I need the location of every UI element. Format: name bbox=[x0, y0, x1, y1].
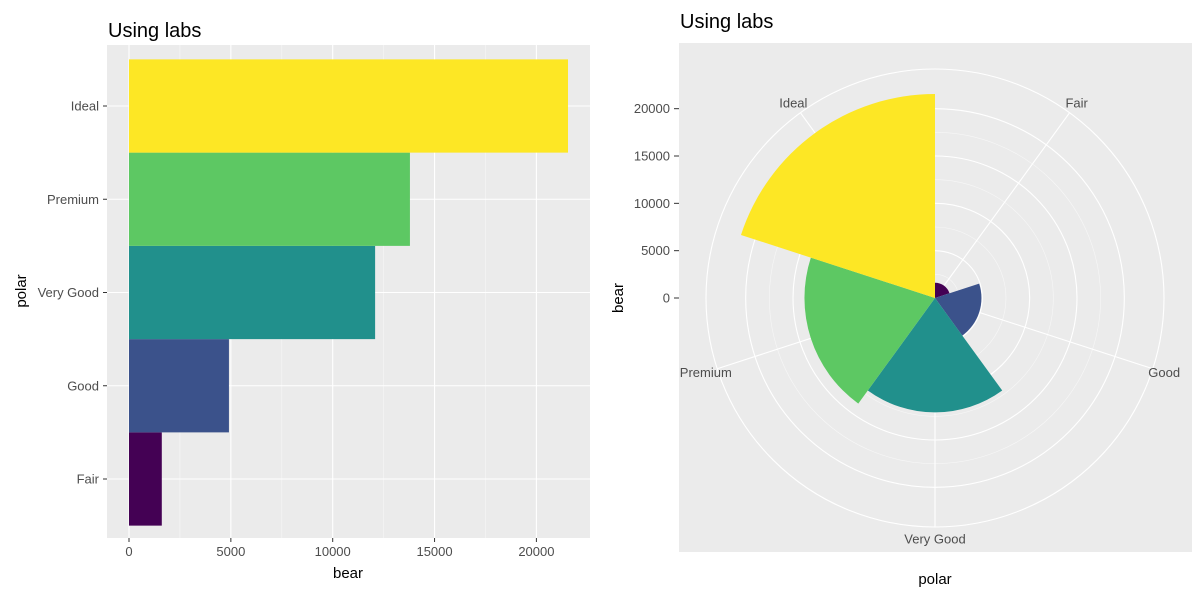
polar-category-label: Premium bbox=[680, 365, 732, 380]
polar-radial-tick-label: 10000 bbox=[634, 196, 670, 211]
polar-wedge-premium bbox=[804, 257, 935, 404]
polar-wedge-fair bbox=[935, 282, 950, 298]
bar-fair bbox=[129, 432, 162, 526]
bar-x-tick-label: 5000 bbox=[216, 544, 245, 559]
polar-wedge-ideal bbox=[740, 94, 935, 298]
bar-good bbox=[129, 339, 229, 433]
bar-x-tick-label: 0 bbox=[125, 544, 132, 559]
bar-y-tick-label: Premium bbox=[47, 192, 99, 207]
polar-chart-title: Using labs bbox=[680, 11, 773, 33]
polar-category-label: Ideal bbox=[779, 96, 807, 111]
bar-x-tick-label: 20000 bbox=[518, 544, 554, 559]
polar-category-labels: Fair Good Very Good Premium Ideal bbox=[680, 96, 1180, 547]
polar-category-label: Fair bbox=[1065, 96, 1088, 111]
polar-radial-tick-label: 5000 bbox=[641, 243, 670, 258]
bar-ideal bbox=[129, 59, 568, 153]
polar-y-axis-title: bear bbox=[610, 283, 627, 313]
polar-radial-axis: 0 5000 10000 15000 20000 bbox=[634, 101, 679, 306]
bar-bars bbox=[129, 59, 568, 526]
polar-category-label: Very Good bbox=[904, 532, 965, 547]
polar-chart: Using labs Fair Good Very Good Premium Ideal… bbox=[610, 11, 1192, 588]
polar-spoke bbox=[934, 112, 1071, 299]
bar-y-tick-label: Ideal bbox=[71, 99, 99, 114]
polar-category-label: Good bbox=[1148, 365, 1180, 380]
bar-y-axis-title: polar bbox=[13, 274, 30, 307]
bar-y-tick-label: Fair bbox=[77, 472, 100, 487]
bar-x-tick-label: 10000 bbox=[315, 544, 351, 559]
bar-chart-title: Using labs bbox=[108, 20, 201, 42]
bar-x-axis: 0 5000 10000 15000 20000 bbox=[125, 538, 554, 559]
polar-wedge-good bbox=[935, 283, 982, 336]
bar-premium bbox=[129, 152, 410, 246]
bar-very-good bbox=[129, 245, 376, 340]
bar-y-tick-label: Very Good bbox=[38, 285, 99, 300]
polar-wedges bbox=[740, 94, 1003, 413]
bar-y-axis: Fair Good Very Good Premium Ideal bbox=[38, 99, 107, 487]
bar-y-tick-label: Good bbox=[67, 378, 99, 393]
polar-radial-tick-label: 20000 bbox=[634, 101, 670, 116]
polar-x-axis-title: polar bbox=[918, 571, 951, 588]
bar-chart: Using labs 0 5000 10000 15000 20000 Fair Good… bbox=[13, 20, 590, 582]
polar-radial-tick-label: 0 bbox=[663, 291, 670, 306]
polar-radial-tick-label: 15000 bbox=[634, 149, 670, 164]
polar-wedge-very-good bbox=[867, 298, 1003, 413]
bar-x-axis-title: bear bbox=[333, 565, 363, 582]
bar-x-tick-label: 15000 bbox=[416, 544, 452, 559]
